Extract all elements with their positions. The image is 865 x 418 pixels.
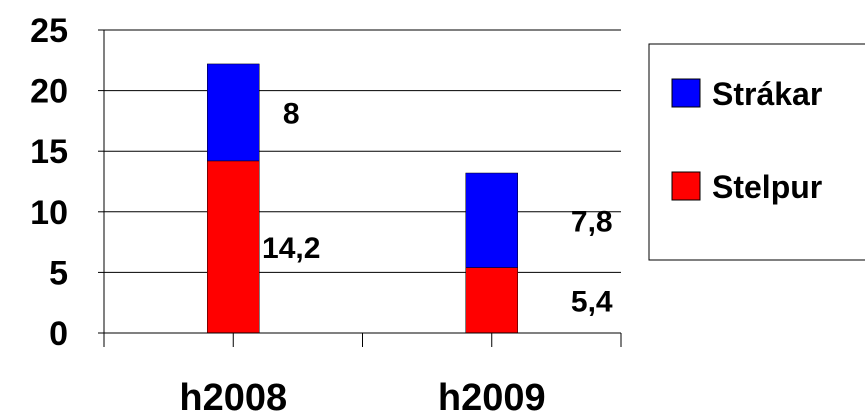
y-axis-ticks: 0 5 10 15 20 25 bbox=[30, 12, 104, 353]
legend: Strákar Stelpur bbox=[649, 44, 865, 260]
bar-stelpur-h2009 bbox=[466, 268, 518, 333]
bar-strákar-h2008 bbox=[207, 64, 259, 161]
bars bbox=[207, 64, 518, 333]
legend-entry-label: Stelpur bbox=[712, 169, 822, 205]
legend-entry-label: Strákar bbox=[712, 76, 822, 112]
x-axis-labels: h2008 h2009 bbox=[179, 377, 545, 418]
y-tick-label: 25 bbox=[30, 12, 68, 50]
data-labels: 14,2 8 5,4 7,8 bbox=[262, 97, 613, 318]
x-tick-label: h2009 bbox=[438, 377, 546, 418]
legend-swatch bbox=[672, 79, 700, 107]
data-label: 5,4 bbox=[571, 285, 613, 318]
y-tick-label: 0 bbox=[49, 315, 68, 353]
bar-strákar-h2009 bbox=[466, 173, 518, 268]
y-tick-label: 10 bbox=[30, 194, 68, 232]
y-tick-label: 5 bbox=[49, 254, 68, 292]
y-tick-label: 20 bbox=[30, 73, 68, 111]
data-label: 14,2 bbox=[262, 232, 320, 265]
legend-swatch bbox=[672, 172, 700, 200]
axes bbox=[104, 30, 621, 347]
x-tick-label: h2008 bbox=[179, 377, 287, 418]
bar-stelpur-h2008 bbox=[207, 161, 259, 333]
gridlines bbox=[104, 30, 621, 272]
data-label: 8 bbox=[283, 97, 300, 130]
y-tick-label: 15 bbox=[30, 133, 68, 171]
data-label: 7,8 bbox=[571, 205, 613, 238]
